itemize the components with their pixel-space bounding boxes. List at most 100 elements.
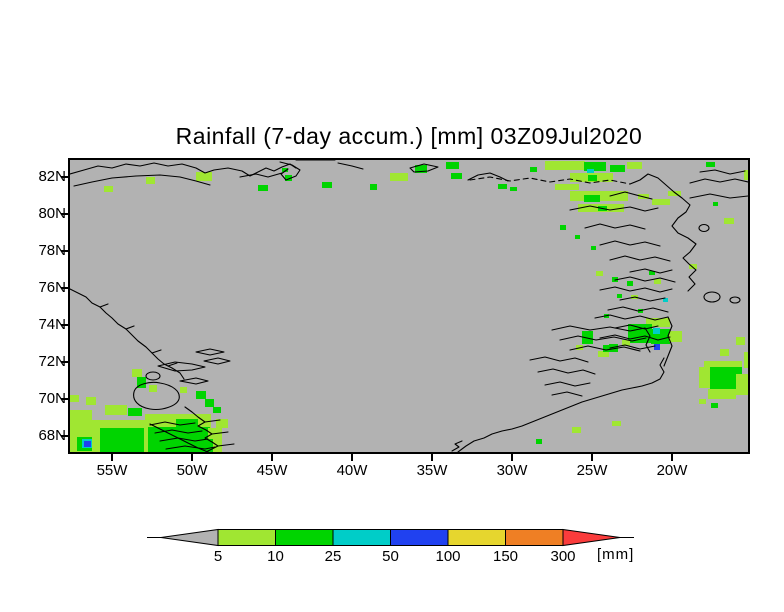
coastline [149, 421, 196, 426]
lon-tick-label: 20W [656, 462, 688, 479]
coastline [629, 268, 673, 274]
rain-patch [451, 173, 462, 179]
coastline [609, 191, 653, 200]
rain-patch [668, 191, 681, 196]
rain-patch [555, 184, 579, 190]
coastline [663, 316, 673, 367]
rain-patch [736, 337, 745, 345]
colorbar-segment [390, 529, 449, 546]
coastline [145, 371, 161, 381]
rain-patch [498, 184, 507, 189]
lat-tick-mark [61, 435, 68, 437]
lat-tick-label: 78N [38, 242, 66, 259]
rain-patch [572, 427, 581, 433]
rain-patch [370, 184, 377, 190]
rain-patch [390, 173, 408, 181]
colorbar-unit-label: [mm] [597, 546, 635, 563]
rain-patch [100, 428, 144, 452]
coastline [569, 205, 659, 212]
coastline [551, 391, 583, 397]
coastline [599, 334, 671, 341]
rain-patch [736, 374, 748, 395]
colorbar-tick-label: 150 [493, 548, 518, 565]
coastline [451, 440, 463, 452]
colorbar-segment [332, 529, 391, 546]
rain-patch [128, 408, 142, 416]
coastline [551, 325, 646, 332]
coastline [559, 335, 647, 342]
coastline [599, 240, 661, 247]
colorbar-segment [505, 529, 564, 546]
rain-patch [591, 246, 596, 250]
lat-tick-label: 76N [38, 279, 66, 296]
lon-tick-mark [591, 454, 593, 461]
lat-tick-label: 82N [38, 168, 66, 185]
lon-tick-label: 35W [416, 462, 448, 479]
coastline [609, 255, 671, 262]
coastline [469, 176, 631, 185]
rain-patch [610, 165, 625, 172]
coastline [467, 172, 509, 182]
coastline [337, 162, 364, 170]
lat-tick-label: 70N [38, 390, 66, 407]
coastline [239, 172, 283, 178]
coastline [159, 437, 209, 442]
rain-patch [582, 331, 593, 344]
coastline [203, 357, 231, 365]
lon-tick-mark [271, 454, 273, 461]
rain-patch [105, 405, 127, 415]
rain-patch [536, 439, 542, 444]
coastline [154, 429, 203, 434]
rain-patch [627, 281, 633, 286]
coastline [698, 224, 710, 232]
colorbar-tick-label: 5 [214, 548, 222, 565]
coastline [569, 345, 641, 352]
rain-patch [603, 345, 612, 352]
plot-title: Rainfall (7-day accum.) [mm] 03Z09Jul202… [175, 123, 643, 149]
coastline [179, 377, 209, 385]
lon-tick-mark [111, 454, 113, 461]
lon-tick-label: 30W [496, 462, 528, 479]
colorbar-tick-label: 25 [325, 548, 342, 565]
coastline [157, 361, 206, 372]
coastline [729, 296, 741, 304]
rain-patch [132, 369, 142, 377]
lat-tick-mark [61, 398, 68, 400]
map-canvas [70, 160, 748, 452]
lat-tick-label: 74N [38, 316, 66, 333]
rain-patch [654, 344, 660, 350]
lon-tick-label: 40W [336, 462, 368, 479]
coastline [689, 193, 748, 199]
coastline [614, 324, 659, 330]
rain-patch [713, 202, 718, 206]
rain-patch [205, 399, 214, 407]
rain-patch [744, 170, 748, 180]
map-background [70, 160, 748, 452]
lat-tick-mark [61, 287, 68, 289]
coastline [151, 349, 162, 354]
coastline [599, 286, 673, 293]
lat-tick-mark [61, 324, 68, 326]
coastline [195, 348, 225, 356]
rain-patch [70, 395, 79, 402]
lat-tick-mark [61, 213, 68, 215]
lat-tick-mark [61, 176, 68, 178]
lon-tick-mark [671, 454, 673, 461]
colorbar-tick-label: 100 [435, 548, 460, 565]
colorbar-segment [217, 529, 276, 546]
coastline [594, 314, 669, 321]
rain-patch [84, 441, 91, 447]
rain-patch [137, 377, 146, 388]
rain-patch [196, 172, 212, 181]
lon-tick-label: 55W [96, 462, 128, 479]
colorbar-over-arrow [562, 528, 621, 547]
colorbar-tick-label: 50 [382, 548, 399, 565]
coastline [544, 381, 591, 387]
rain-patch [584, 195, 600, 202]
rain-patch [104, 186, 113, 192]
rain-patch [744, 352, 748, 368]
coastline [537, 368, 596, 375]
rain-patch [196, 391, 206, 399]
map-plot-frame [68, 158, 750, 454]
rain-patch [598, 351, 609, 357]
